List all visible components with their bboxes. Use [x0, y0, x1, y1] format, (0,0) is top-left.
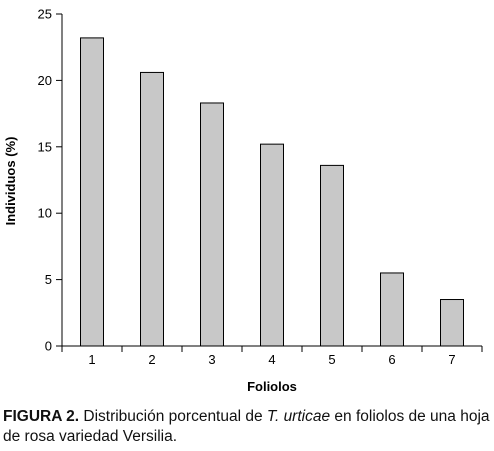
bar-4 — [260, 143, 284, 347]
x-tick-label: 1 — [88, 352, 95, 367]
x-tick-label: 5 — [328, 352, 335, 367]
y-ticks: 0 5 10 15 20 25 — [38, 7, 62, 354]
figure-caption: FIGURA 2. Distribución porcentual de T. … — [3, 407, 491, 447]
bars-layer — [80, 37, 464, 347]
caption-text-before: Distribución porcentual de — [79, 408, 267, 425]
x-tick-label: 7 — [448, 352, 455, 367]
figure-label: FIGURA 2. — [3, 408, 80, 425]
bar-1 — [80, 37, 104, 347]
caption-species: T. urticae — [266, 408, 331, 425]
x-ticks: 1 2 3 4 5 6 7 — [61, 346, 483, 367]
caption-text-after: en foliolos de una hoja de rosa variedad… — [3, 408, 490, 445]
x-tick-label: 4 — [268, 352, 275, 367]
y-tick-label: 0 — [45, 339, 52, 354]
axes-layer — [61, 14, 482, 347]
x-tick-label: 3 — [208, 352, 215, 367]
x-tick-label: 2 — [148, 352, 155, 367]
bar-3 — [200, 102, 224, 347]
bar-6 — [380, 272, 404, 347]
x-axis-title: Foliolos — [247, 379, 297, 394]
bar-chart: 0 5 10 15 20 25 1 2 3 4 5 6 7 Foliolos Individuos (… — [3, 7, 483, 394]
bar-7 — [440, 299, 464, 347]
y-tick-label: 15 — [38, 139, 52, 154]
bar-2 — [140, 71, 164, 347]
y-tick-label: 25 — [38, 7, 52, 22]
x-tick-label: 6 — [388, 352, 395, 367]
y-axis-title: Individuos (%) — [3, 137, 18, 226]
bar-5 — [320, 164, 344, 347]
y-tick-label: 5 — [45, 272, 52, 287]
y-tick-label: 20 — [38, 73, 52, 88]
y-tick-label: 10 — [38, 206, 52, 221]
